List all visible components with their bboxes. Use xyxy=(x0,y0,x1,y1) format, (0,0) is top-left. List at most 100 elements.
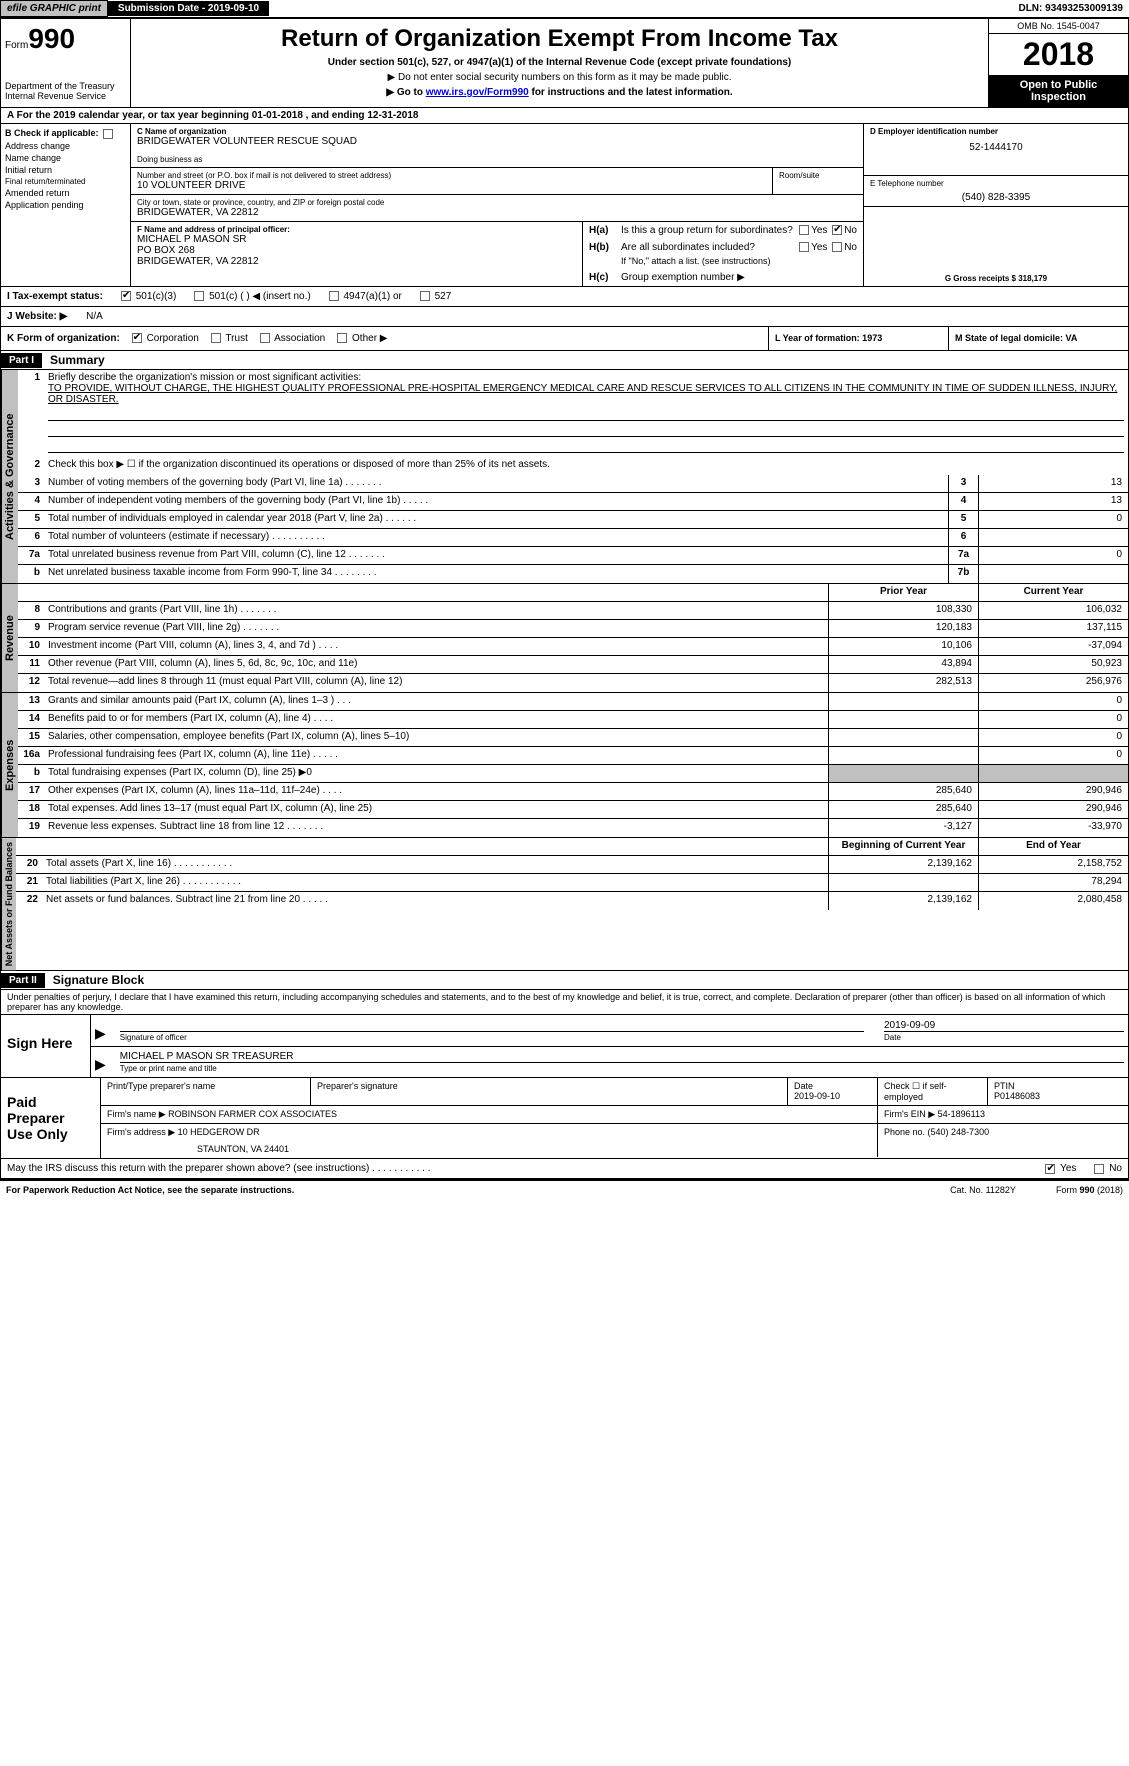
part-1-title: Summary xyxy=(42,351,113,369)
current-year-val: 0 xyxy=(978,729,1128,746)
prior-year-val: 10,106 xyxy=(828,638,978,655)
line-num: b xyxy=(18,765,44,782)
blank xyxy=(18,584,44,601)
checkbox-icon[interactable] xyxy=(103,129,113,139)
header-sub3: ▶ Go to www.irs.gov/Form990 for instruct… xyxy=(137,87,982,98)
d-label: D Employer identification number xyxy=(870,127,1122,136)
line-num: 6 xyxy=(18,529,44,546)
sign-date: 2019-09-09 xyxy=(884,1020,1124,1031)
k-corp: Corporation xyxy=(130,333,199,344)
line-box: 6 xyxy=(948,529,978,546)
col-b-head: B Check if applicable: xyxy=(5,128,126,139)
col-c: C Name of organization BRIDGEWATER VOLUN… xyxy=(131,124,863,286)
line-num: 12 xyxy=(18,674,44,692)
hc-label: H(c) xyxy=(589,272,621,283)
prior-year-val: -3,127 xyxy=(828,819,978,837)
checkbox-checked-icon[interactable] xyxy=(1045,1164,1055,1174)
summary-row: 4 Number of independent voting members o… xyxy=(18,493,1128,511)
summary-row: 15 Salaries, other compensation, employe… xyxy=(18,729,1128,747)
checkbox-icon[interactable] xyxy=(799,225,809,235)
efile-badge: efile GRAPHIC print xyxy=(0,0,108,17)
current-year-val: 2,080,458 xyxy=(978,892,1128,910)
city-cell: City or town, state or province, country… xyxy=(131,195,863,222)
prior-year-val: 43,894 xyxy=(828,656,978,673)
sub3-pre: ▶ Go to xyxy=(386,87,425,98)
line-num: 10 xyxy=(18,638,44,655)
line-text: Contributions and grants (Part VIII, lin… xyxy=(44,602,828,619)
prep-check: Check ☐ if self-employed xyxy=(878,1078,988,1105)
k-assoc: Association xyxy=(258,333,325,344)
date-label: Date xyxy=(884,1031,1124,1042)
summary-row: 6 Total number of volunteers (estimate i… xyxy=(18,529,1128,547)
checkbox-checked-icon[interactable] xyxy=(132,333,142,343)
discuss-text: May the IRS discuss this return with the… xyxy=(7,1163,431,1174)
summary-row: 5 Total number of individuals employed i… xyxy=(18,511,1128,529)
prep-ptin: PTINP01486083 xyxy=(988,1078,1128,1105)
header-sub1: Under section 501(c), 527, or 4947(a)(1)… xyxy=(137,57,982,68)
checkbox-icon[interactable] xyxy=(799,242,809,252)
i-opt-4947: 4947(a)(1) or xyxy=(327,291,402,302)
line-text: Revenue less expenses. Subtract line 18 … xyxy=(44,819,828,837)
line-num: 19 xyxy=(18,819,44,837)
hb-note: If "No," attach a list. (see instruction… xyxy=(583,256,863,269)
line-num: 14 xyxy=(18,711,44,728)
d-cell: D Employer identification number 52-1444… xyxy=(864,124,1128,176)
prior-year-val xyxy=(828,729,978,746)
ha-answers: Yes No xyxy=(797,225,857,236)
line-val: 0 xyxy=(978,511,1128,528)
checkbox-checked-icon[interactable] xyxy=(121,291,131,301)
submission-date: Submission Date - 2019-09-10 xyxy=(108,1,269,16)
checkbox-icon[interactable] xyxy=(329,291,339,301)
b-address-change: Address change xyxy=(5,141,126,151)
city: BRIDGEWATER, VA 22812 xyxy=(137,207,857,218)
c-name-cell: C Name of organization BRIDGEWATER VOLUN… xyxy=(131,124,863,168)
paid-label: Paid Preparer Use Only xyxy=(1,1078,101,1158)
g-label: G Gross receipts $ 318,179 xyxy=(945,274,1047,283)
hb-label: H(b) xyxy=(589,242,621,253)
hc-text: Group exemption number ▶ xyxy=(621,272,857,283)
city-label: City or town, state or province, country… xyxy=(137,198,857,207)
current-year-val: -37,094 xyxy=(978,638,1128,655)
line-text: Net assets or fund balances. Subtract li… xyxy=(42,892,828,910)
line-num: 17 xyxy=(18,783,44,800)
checkbox-icon[interactable] xyxy=(211,333,221,343)
checkbox-checked-icon[interactable] xyxy=(832,225,842,235)
checkbox-icon[interactable] xyxy=(260,333,270,343)
line-text: Investment income (Part VIII, column (A)… xyxy=(44,638,828,655)
checkbox-icon[interactable] xyxy=(420,291,430,301)
dba-label: Doing business as xyxy=(137,155,857,164)
checkbox-icon[interactable] xyxy=(194,291,204,301)
omb-number: OMB No. 1545-0047 xyxy=(989,19,1128,34)
name-label: Type or print name and title xyxy=(120,1062,1124,1073)
discuss-yes: Yes xyxy=(1043,1163,1076,1174)
checkbox-icon[interactable] xyxy=(832,242,842,252)
perjury-text: Under penalties of perjury, I declare th… xyxy=(0,990,1129,1015)
summary-row: 14 Benefits paid to or for members (Part… xyxy=(18,711,1128,729)
j-val: N/A xyxy=(86,311,103,322)
summary-row: 12 Total revenue—add lines 8 through 11 … xyxy=(18,674,1128,692)
line-val: 13 xyxy=(978,493,1128,510)
c-name-label: C Name of organization xyxy=(137,127,857,136)
line-num: 22 xyxy=(16,892,42,910)
sign-here-block: Sign Here ▶ Signature of officer 2019-09… xyxy=(0,1015,1129,1078)
checkbox-icon[interactable] xyxy=(1094,1164,1104,1174)
prep-name-head: Print/Type preparer's name xyxy=(101,1078,311,1105)
irs-link[interactable]: www.irs.gov/Form990 xyxy=(426,87,529,98)
cat-no: Cat. No. 11282Y xyxy=(950,1185,1016,1195)
sub3-post: for instructions and the latest informat… xyxy=(529,87,733,98)
col-d: D Employer identification number 52-1444… xyxy=(863,124,1128,286)
k-label: K Form of organization: xyxy=(7,333,120,344)
room-label: Room/suite xyxy=(779,171,857,180)
prior-year-val xyxy=(828,693,978,710)
header-sub2: ▶ Do not enter social security numbers o… xyxy=(137,72,982,83)
revenue-section: Revenue Prior Year Current Year 8 Contri… xyxy=(0,584,1129,693)
checkbox-icon[interactable] xyxy=(337,333,347,343)
line-num: 15 xyxy=(18,729,44,746)
line-num: 5 xyxy=(18,511,44,528)
j-label: J Website: ▶ xyxy=(7,311,67,322)
discuss-no: No xyxy=(1092,1163,1122,1174)
summary-row: 18 Total expenses. Add lines 13–17 (must… xyxy=(18,801,1128,819)
vtab-expenses: Expenses xyxy=(1,693,18,837)
end-year-head: End of Year xyxy=(978,838,1128,855)
part-1-bar: Part I xyxy=(1,353,42,368)
